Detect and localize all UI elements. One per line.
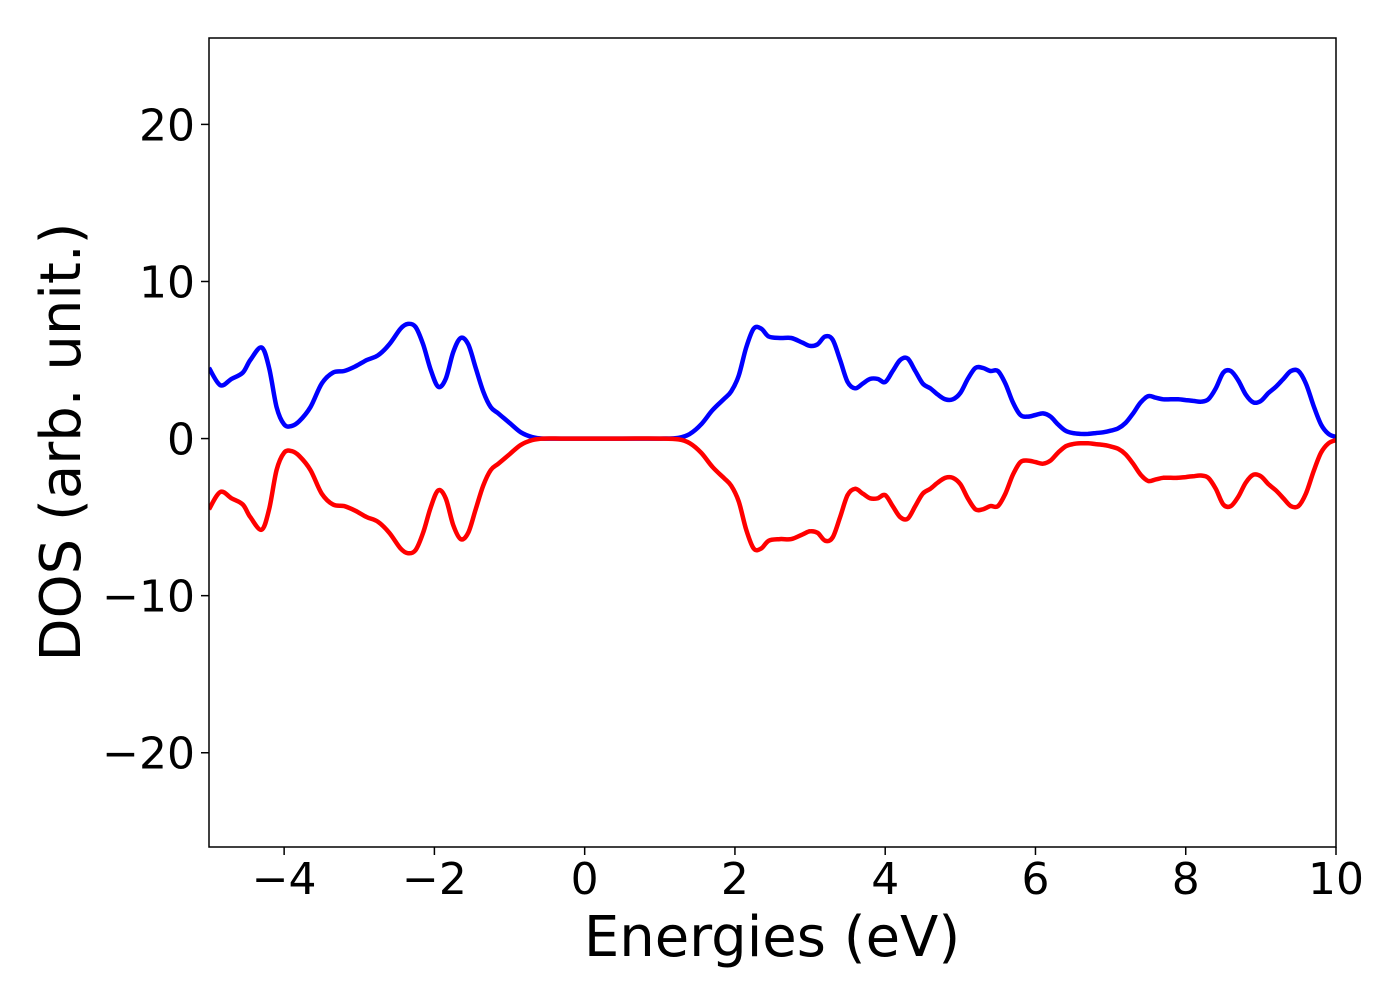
- y-axis: −20 −10 0 10 20: [102, 100, 209, 780]
- y-tick-label: −10: [102, 572, 195, 623]
- x-axis: −4 −2 0 2 4 6 8 10: [252, 847, 1364, 905]
- x-tick-label: 8: [1172, 854, 1200, 905]
- y-tick-label: 10: [139, 257, 195, 308]
- x-tick-label: 2: [721, 854, 749, 905]
- series-line-2: [209, 436, 1336, 556]
- x-tick-label: 6: [1021, 854, 1049, 905]
- y-tick-label: −20: [102, 729, 195, 780]
- series-line-1: [209, 321, 1336, 441]
- plot-frame: [208, 37, 1337, 848]
- x-tick-label: 0: [571, 854, 599, 905]
- x-tick-label: 10: [1308, 854, 1364, 905]
- x-tick-label: 4: [871, 854, 899, 905]
- y-tick-label: 20: [139, 100, 195, 151]
- x-tick-label: −4: [252, 854, 317, 905]
- x-tick-label: −2: [402, 854, 467, 905]
- y-tick-label: 0: [167, 415, 195, 466]
- x-axis-label: Energies (eV): [584, 905, 960, 970]
- series-layer: [209, 321, 1336, 556]
- y-axis-label: DOS (arb. unit.): [29, 222, 94, 661]
